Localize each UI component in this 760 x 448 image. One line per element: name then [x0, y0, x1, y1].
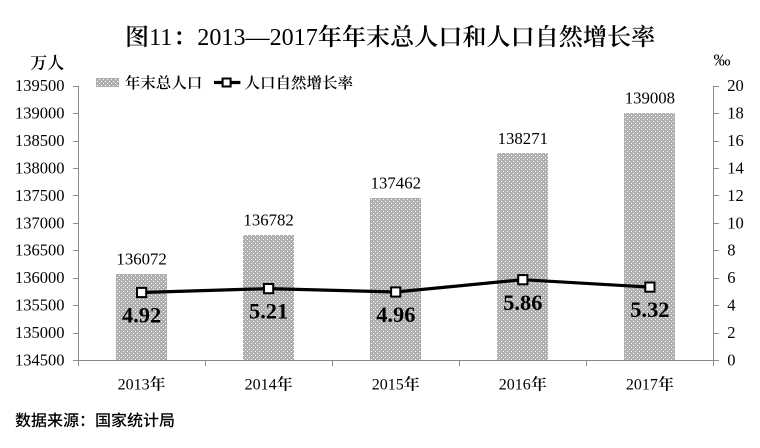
svg-text:16: 16: [727, 131, 744, 150]
svg-text:2013: 2013: [118, 377, 150, 394]
svg-text:2017: 2017: [626, 377, 658, 394]
svg-text:135000: 135000: [15, 323, 65, 342]
svg-text:136000: 136000: [15, 268, 65, 287]
svg-text:‰: ‰: [714, 51, 731, 70]
svg-text:139500: 139500: [15, 76, 65, 95]
svg-text:136782: 136782: [243, 211, 293, 230]
svg-text:4: 4: [727, 296, 735, 315]
svg-text:2016: 2016: [499, 377, 531, 394]
svg-text:138000: 138000: [15, 159, 65, 178]
svg-text:137500: 137500: [15, 186, 65, 205]
svg-text:2013—2017: 2013—2017: [197, 25, 317, 51]
svg-text:5.86: 5.86: [503, 290, 542, 315]
svg-text:8: 8: [727, 241, 735, 260]
svg-text:136072: 136072: [116, 250, 166, 269]
svg-text:18: 18: [727, 104, 744, 123]
svg-text:139008: 139008: [625, 89, 675, 108]
svg-text:139000: 139000: [15, 104, 65, 123]
svg-text:138271: 138271: [498, 129, 548, 148]
svg-text:136500: 136500: [15, 241, 65, 260]
svg-text:5.32: 5.32: [630, 297, 669, 322]
svg-text:138500: 138500: [15, 131, 65, 150]
svg-text:0: 0: [727, 350, 735, 369]
svg-text:4.96: 4.96: [376, 302, 415, 327]
svg-text:2014: 2014: [245, 377, 277, 394]
svg-text:134500: 134500: [15, 350, 65, 369]
svg-text:2015: 2015: [372, 377, 404, 394]
svg-text:6: 6: [727, 268, 735, 287]
svg-text:14: 14: [727, 159, 744, 178]
svg-text:20: 20: [727, 76, 744, 95]
svg-text:137000: 137000: [15, 213, 65, 232]
svg-text:12: 12: [727, 186, 744, 205]
svg-text:5.21: 5.21: [249, 299, 288, 324]
svg-text:135500: 135500: [15, 296, 65, 315]
svg-text:137462: 137462: [371, 173, 421, 192]
svg-text:10: 10: [727, 213, 744, 232]
svg-text:11: 11: [149, 25, 172, 51]
svg-text:4.92: 4.92: [122, 303, 161, 328]
svg-text:2: 2: [727, 323, 735, 342]
